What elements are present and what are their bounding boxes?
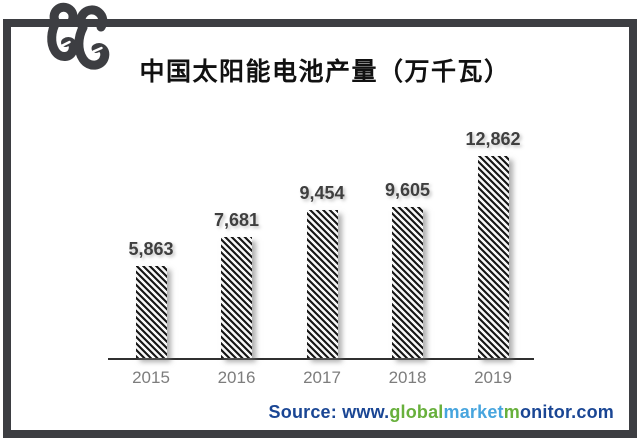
x-tick-label: 2019: [474, 368, 512, 387]
bar-value-label: 9,605: [384, 180, 431, 200]
chart-title: 中国太阳能电池产量（万千瓦）: [139, 58, 511, 86]
logo-left-hook-icon: [47, 2, 78, 61]
x-tick-label: 2015: [132, 368, 170, 387]
bar-2015: [135, 266, 167, 358]
source-segment: market: [443, 402, 504, 422]
border-frame: [3, 19, 637, 438]
source-segment: global: [389, 402, 444, 422]
bar-value-label: 5,863: [128, 239, 174, 259]
bar-2019: [477, 156, 509, 358]
bar-2016: [221, 237, 252, 358]
source-segment: Source: www.: [268, 402, 390, 422]
x-tick-label: 2017: [303, 368, 341, 387]
logo-right-notch: [92, 46, 103, 53]
bar-2018: [392, 207, 423, 358]
x-axis-line: [108, 358, 534, 360]
x-tick-label: 2018: [388, 368, 427, 387]
bar-value-label: 9,454: [299, 183, 345, 203]
bar-2017: [306, 210, 338, 358]
logo-right-hook-icon: [74, 5, 110, 70]
bar-value-label: 12,862: [465, 129, 521, 149]
source-segment: onitor.com: [519, 402, 614, 422]
logo-left-notch: [61, 40, 71, 47]
bar-value-label: 7,681: [213, 210, 260, 230]
brand-logo: [47, 2, 110, 70]
x-tick-label: 2016: [217, 368, 256, 387]
source-segment: m: [503, 402, 520, 422]
source-line: Source: www.globalmarketmonitor.com: [269, 402, 614, 423]
